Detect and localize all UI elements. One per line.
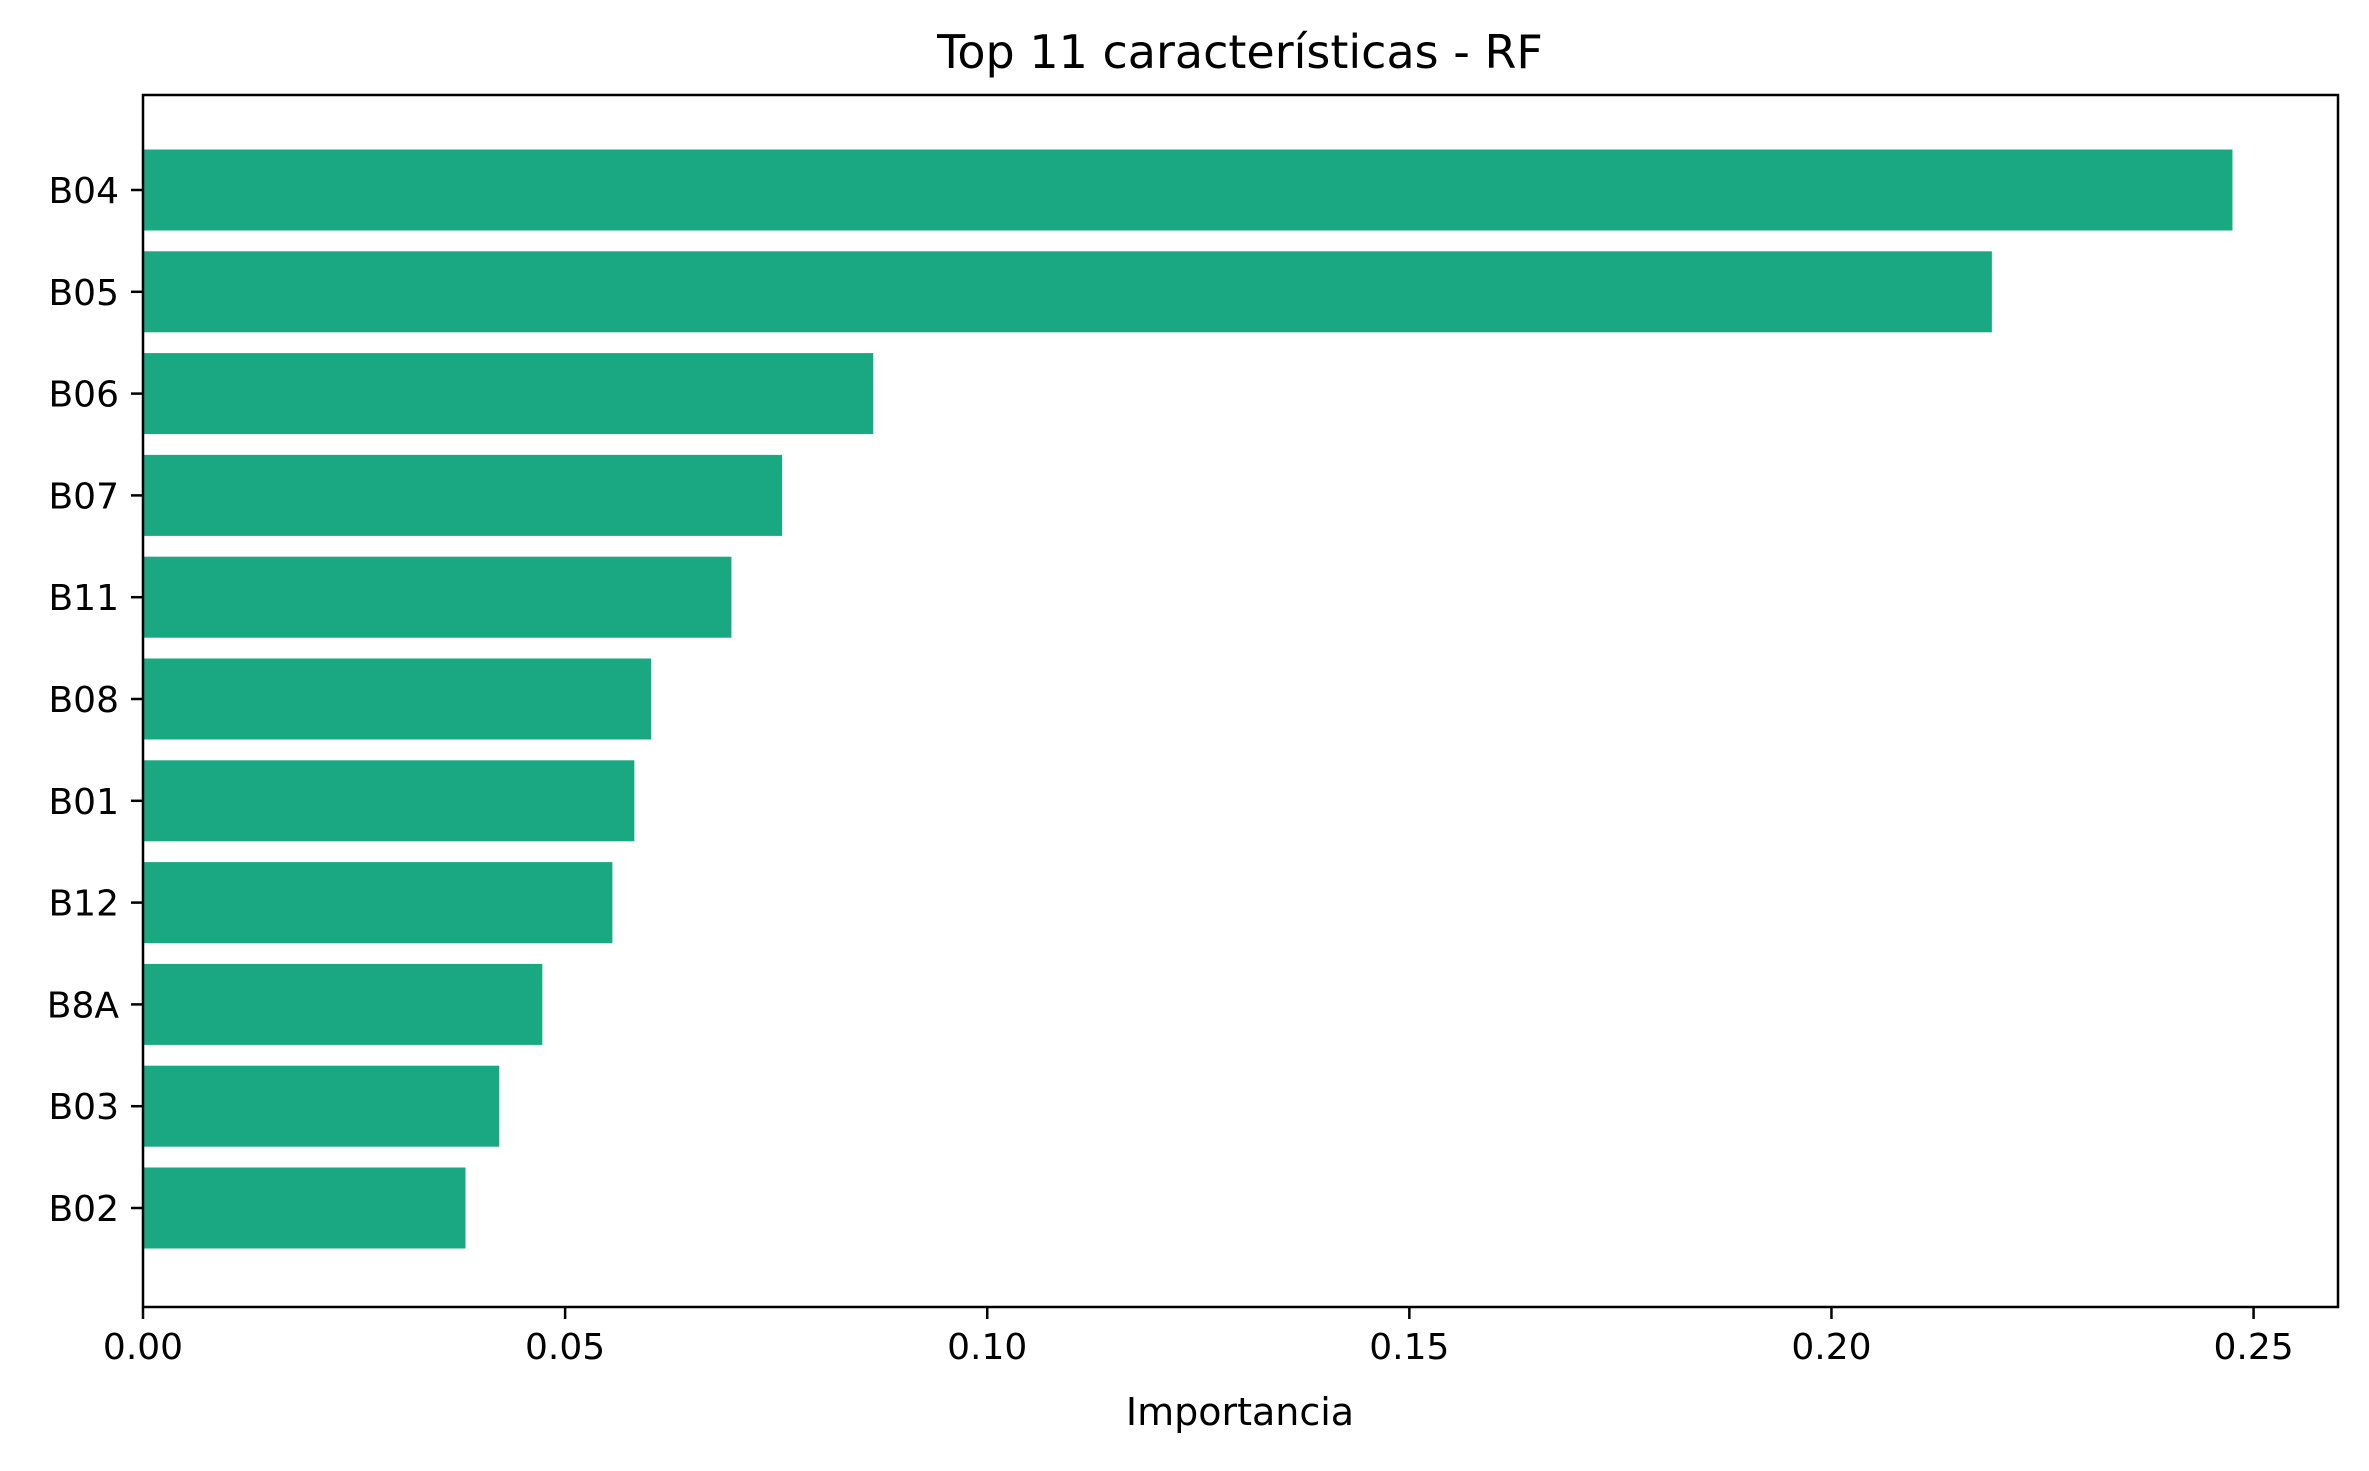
bar-b01 bbox=[143, 760, 635, 842]
x-tick-label: 0.20 bbox=[1791, 1327, 1871, 1368]
y-tick-label: B03 bbox=[48, 1087, 119, 1128]
x-tick-label: 0.05 bbox=[525, 1327, 605, 1368]
bar-b04 bbox=[143, 149, 2233, 231]
y-tick-label: B05 bbox=[48, 273, 119, 314]
y-tick-label: B07 bbox=[48, 476, 119, 517]
y-tick-label: B04 bbox=[48, 171, 119, 212]
plot-frame bbox=[141, 93, 2340, 1309]
y-axis-ticks: B04 B05 B06 B07 B11 B08 B01 B12 B8A B03 B02 bbox=[47, 171, 143, 1230]
bar-b08 bbox=[143, 658, 652, 740]
bar-b03 bbox=[143, 1065, 500, 1147]
x-axis-ticks: 0.00 0.05 0.10 0.15 0.20 0.25 bbox=[103, 1307, 2294, 1368]
bar-b02 bbox=[143, 1167, 466, 1249]
bar-b12 bbox=[143, 862, 613, 944]
bar-b05 bbox=[143, 251, 1992, 333]
y-tick-label: B01 bbox=[48, 782, 119, 823]
x-tick-label: 0.25 bbox=[2213, 1327, 2293, 1368]
bar-b8a bbox=[143, 963, 543, 1045]
y-tick-label: B11 bbox=[48, 578, 119, 619]
y-tick-label: B8A bbox=[47, 985, 120, 1026]
x-tick-label: 0.15 bbox=[1369, 1327, 1449, 1368]
y-tick-label: B12 bbox=[48, 884, 119, 925]
y-tick-label: B08 bbox=[48, 680, 119, 721]
y-tick-label: B06 bbox=[48, 375, 119, 416]
chart-title: Top 11 características - RF bbox=[936, 25, 1543, 79]
bar-b11 bbox=[143, 556, 732, 638]
x-tick-label: 0.00 bbox=[103, 1327, 183, 1368]
bar-b07 bbox=[143, 454, 783, 536]
y-tick-label: B02 bbox=[48, 1189, 119, 1230]
x-axis-title: Importancia bbox=[1126, 1390, 1354, 1434]
bar-b06 bbox=[143, 353, 874, 435]
bars-layer bbox=[143, 149, 2233, 1249]
x-tick-label: 0.10 bbox=[947, 1327, 1027, 1368]
